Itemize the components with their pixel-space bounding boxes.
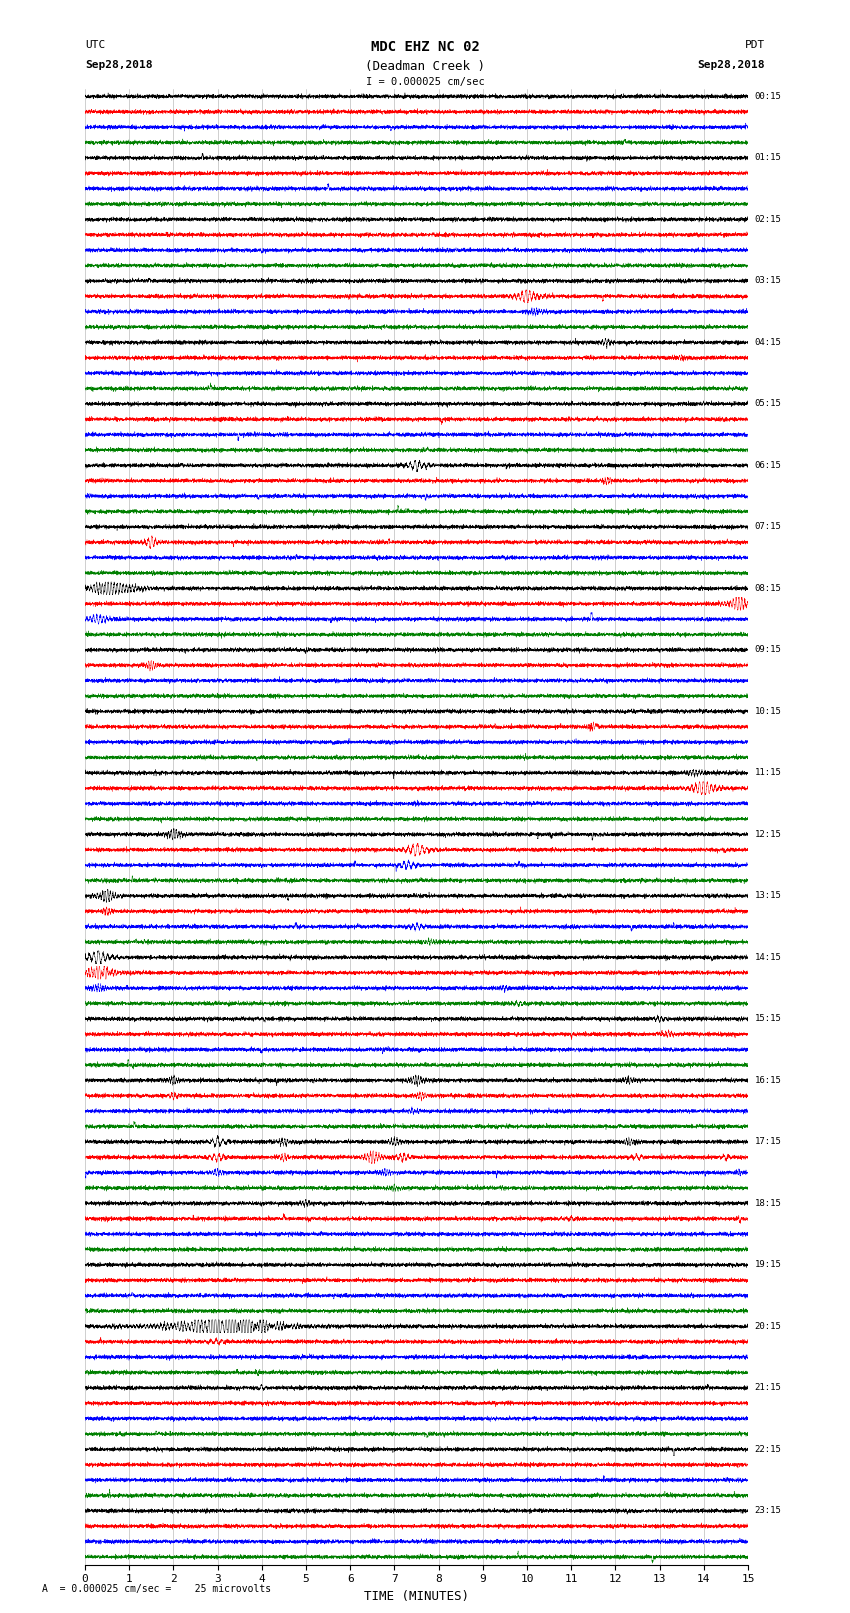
Text: 17:15: 17:15 xyxy=(755,1137,781,1147)
Text: 11:15: 11:15 xyxy=(755,768,781,777)
X-axis label: TIME (MINUTES): TIME (MINUTES) xyxy=(364,1590,469,1603)
Text: 05:15: 05:15 xyxy=(755,400,781,408)
Text: 13:15: 13:15 xyxy=(755,892,781,900)
Text: UTC: UTC xyxy=(85,40,105,50)
Text: 19:15: 19:15 xyxy=(755,1260,781,1269)
Text: 10:15: 10:15 xyxy=(755,706,781,716)
Text: 23:15: 23:15 xyxy=(755,1507,781,1515)
Text: 18:15: 18:15 xyxy=(755,1198,781,1208)
Text: 14:15: 14:15 xyxy=(755,953,781,961)
Text: (Deadman Creek ): (Deadman Creek ) xyxy=(365,60,485,73)
Text: Sep28,2018: Sep28,2018 xyxy=(698,60,765,69)
Text: 01:15: 01:15 xyxy=(755,153,781,163)
Text: 15:15: 15:15 xyxy=(755,1015,781,1023)
Text: 21:15: 21:15 xyxy=(755,1384,781,1392)
Text: 03:15: 03:15 xyxy=(755,276,781,286)
Text: 06:15: 06:15 xyxy=(755,461,781,469)
Text: PDT: PDT xyxy=(745,40,765,50)
Text: 04:15: 04:15 xyxy=(755,337,781,347)
Text: 09:15: 09:15 xyxy=(755,645,781,655)
Text: 00:15: 00:15 xyxy=(755,92,781,102)
Text: 22:15: 22:15 xyxy=(755,1445,781,1453)
Text: Sep28,2018: Sep28,2018 xyxy=(85,60,152,69)
Text: 16:15: 16:15 xyxy=(755,1076,781,1086)
Text: A  = 0.000025 cm/sec =    25 microvolts: A = 0.000025 cm/sec = 25 microvolts xyxy=(42,1584,272,1594)
Text: 08:15: 08:15 xyxy=(755,584,781,594)
Text: MDC EHZ NC 02: MDC EHZ NC 02 xyxy=(371,40,479,55)
Text: 07:15: 07:15 xyxy=(755,523,781,531)
Text: 20:15: 20:15 xyxy=(755,1321,781,1331)
Text: 02:15: 02:15 xyxy=(755,215,781,224)
Text: 12:15: 12:15 xyxy=(755,829,781,839)
Text: I = 0.000025 cm/sec: I = 0.000025 cm/sec xyxy=(366,77,484,87)
